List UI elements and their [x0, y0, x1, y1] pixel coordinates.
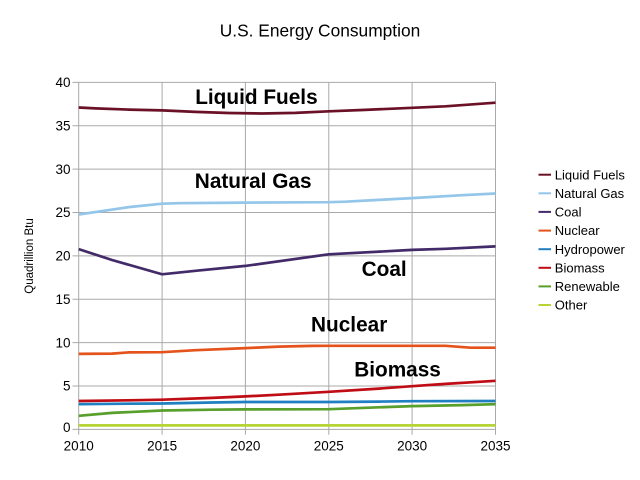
svg-text:0: 0	[63, 420, 71, 435]
svg-text:2015: 2015	[147, 439, 177, 454]
svg-text:Natural Gas: Natural Gas	[195, 170, 312, 193]
svg-text:Liquid Fuels: Liquid Fuels	[195, 86, 317, 109]
svg-text:2030: 2030	[397, 439, 427, 454]
svg-text:Quadrillion Btu: Quadrillion Btu	[24, 218, 36, 293]
svg-text:Natural Gas: Natural Gas	[555, 186, 625, 201]
svg-text:2025: 2025	[314, 439, 344, 454]
svg-text:Liquid Fuels: Liquid Fuels	[555, 167, 626, 182]
svg-text:Renewable: Renewable	[555, 279, 620, 294]
svg-text:Biomass: Biomass	[555, 260, 605, 275]
svg-text:Hydropower: Hydropower	[555, 242, 626, 257]
svg-text:30: 30	[55, 162, 70, 177]
svg-text:Biomass: Biomass	[354, 358, 441, 381]
svg-text:Other: Other	[555, 298, 588, 313]
svg-text:Nuclear: Nuclear	[555, 223, 600, 238]
svg-text:U.S. Energy Consumption: U.S. Energy Consumption	[220, 20, 421, 40]
svg-text:2010: 2010	[64, 439, 94, 454]
svg-text:15: 15	[55, 292, 70, 307]
svg-text:5: 5	[63, 379, 71, 394]
svg-text:Nuclear: Nuclear	[311, 313, 387, 336]
svg-text:35: 35	[55, 119, 70, 134]
svg-text:2035: 2035	[480, 439, 510, 454]
svg-text:20: 20	[55, 249, 70, 264]
svg-text:Coal: Coal	[362, 258, 407, 281]
svg-text:40: 40	[55, 75, 70, 90]
svg-text:10: 10	[55, 335, 70, 350]
svg-text:2020: 2020	[230, 439, 260, 454]
svg-text:25: 25	[55, 205, 70, 220]
svg-text:Coal: Coal	[555, 205, 582, 220]
